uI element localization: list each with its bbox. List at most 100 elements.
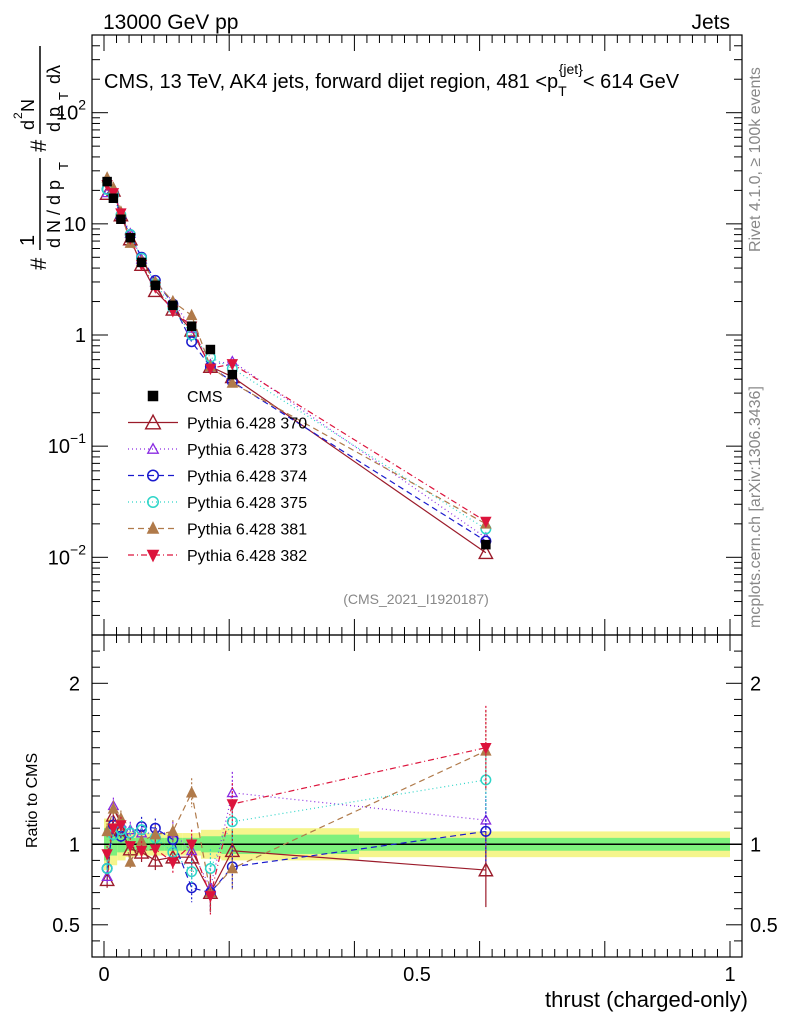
main-point-cms [108, 193, 119, 203]
main-point-pythia-6-428-370 [478, 544, 494, 560]
main-point-cms [125, 232, 136, 243]
x-tick-label: 1 [724, 964, 735, 986]
ratio-point-pythia-6-428-381 [167, 824, 179, 837]
legend-marker-cms [147, 390, 159, 402]
ratio-point-pythia-6-428-381 [185, 786, 198, 798]
y-label-hash2: # [26, 139, 51, 152]
x-tick-label: 0.5 [403, 964, 431, 986]
ratio-point-pythia-6-428-382 [135, 845, 148, 858]
ratio-point-pythia-6-428-382 [115, 820, 127, 832]
analysis-id: (CMS_2021_I1920187) [343, 591, 489, 607]
main-point-cms [205, 344, 216, 355]
ratio-point-pythia-6-428-375 [186, 866, 198, 878]
y-label-one: 1 [17, 235, 39, 246]
ratio-point-pythia-6-428-382 [101, 849, 113, 861]
main-point-pythia-6-428-382 [226, 359, 239, 371]
ratio-point-pythia-6-428-370 [147, 852, 164, 867]
legend-marker-pythia-6-428-373 [146, 442, 160, 454]
y-label-den2: d p [44, 107, 64, 132]
ratio-point-pythia-6-428-382 [480, 742, 492, 755]
y-axis-label: # 1 d N / d p T # d N 2 d p T dλ [11, 46, 71, 270]
ratio-series-lines [106, 747, 487, 898]
main-y-tick-label: 10 [64, 214, 86, 236]
main-point-cms [186, 321, 197, 331]
plot-title-sub: T [558, 83, 567, 99]
main-point-pythia-6-428-374 [186, 336, 198, 348]
main-point-cms [102, 176, 112, 187]
legend-label-pythia-6-428-375: Pythia 6.428 375 [187, 495, 307, 512]
legend-label-pythia-6-428-382: Pythia 6.428 382 [187, 548, 307, 565]
plot-title-sup: {jet} [559, 61, 583, 77]
main-y-tick-label: 10−2 [48, 541, 86, 569]
y-label-den-sub: T [56, 162, 71, 170]
ratio-point-pythia-6-428-370 [478, 861, 494, 877]
y-label-num-n: N [18, 99, 38, 112]
y-label-num-d: d [18, 120, 38, 130]
ratio-point-pythia-6-428-370 [99, 871, 115, 887]
main-point-cms [150, 280, 161, 291]
x-tick-label: 0 [98, 964, 109, 986]
ratio-point-pythia-6-428-375 [204, 862, 216, 874]
legend-marker-pythia-6-428-374 [147, 469, 159, 482]
legend-label-pythia-6-428-374: Pythia 6.428 374 [187, 469, 307, 486]
main-y-tick-label: 102 [56, 97, 86, 125]
ratio-line-pythia-6-428-373 [106, 792, 486, 890]
ratio-point-pythia-6-428-375 [101, 862, 113, 874]
legend-label-pythia-6-428-381: Pythia 6.428 381 [187, 522, 307, 539]
main-y-tick-label: 10−1 [48, 430, 86, 458]
y-label-dlambda: dλ [44, 65, 64, 84]
ratio-point-pythia-6-428-381 [107, 802, 120, 814]
main-panel-frame [91, 34, 743, 636]
y-label-den2-sub: T [56, 92, 71, 100]
legend-label-cms: CMS [187, 389, 223, 406]
ratio-point-pythia-6-428-373 [101, 870, 113, 881]
header-jets: Jets [691, 11, 730, 34]
ratio-point-pythia-6-428-382 [149, 844, 162, 856]
plot-title-main: CMS, 13 TeV, AK4 jets, forward dijet reg… [104, 71, 558, 93]
main-point-cms [116, 214, 126, 224]
ratio-axis-label: Ratio to CMS [24, 753, 41, 848]
ratio-point-pythia-6-428-382 [107, 823, 120, 835]
ratio-y-tick-label-right: 0.5 [750, 915, 778, 937]
main-series-markers [99, 171, 494, 560]
main-point-pythia-6-428-382 [480, 516, 492, 529]
main-y-tick-label: 1 [75, 325, 86, 347]
legend-marker-pythia-6-428-381 [146, 521, 160, 534]
main-line-pythia-6-428-374 [106, 188, 487, 542]
legend-marker-pythia-6-428-375 [147, 496, 159, 508]
plot-title: CMS, 13 TeV, AK4 jets, forward dijet reg… [104, 61, 680, 99]
ratio-y-tick-label: 1 [69, 834, 80, 856]
main-point-pythia-6-428-381 [185, 308, 198, 321]
ratio-point-pythia-6-428-381 [135, 834, 148, 846]
ratio-point-pythia-6-428-382 [226, 799, 239, 811]
ratio-point-pythia-6-428-374 [480, 825, 492, 837]
main-point-cms [227, 369, 238, 380]
main-point-cms [136, 257, 147, 268]
main-point-pythia-6-428-382 [115, 208, 127, 220]
rivet-version-text: Rivet 4.1.0, ≥ 100k events [747, 67, 764, 252]
header-energy: 13000 GeV pp [103, 11, 238, 34]
legend-marker-pythia-6-428-382 [146, 549, 160, 563]
main-point-cms [168, 300, 178, 311]
legend: CMS Pythia 6.428 370 Pythia 6.428 373 Pythi… [128, 389, 307, 565]
y-label-den: d N / d p [44, 180, 64, 248]
ratio-y-tick-label: 0.5 [52, 915, 80, 937]
ratio-point-pythia-6-428-375 [167, 846, 179, 858]
ratio-point-pythia-6-428-375 [124, 827, 136, 839]
plot-title-tail: < 614 GeV [583, 71, 680, 93]
legend-label-pythia-6-428-370: Pythia 6.428 370 [187, 416, 307, 433]
ratio-point-pythia-6-428-381 [101, 824, 113, 837]
axis-ticks: 10−2 10−1 1 10 102 0 0.5 1 0.5 0.5 1 1 2 2 [48, 34, 778, 986]
main-point-pythia-6-428-370 [147, 282, 164, 298]
ratio-line-pythia-6-428-382 [106, 747, 486, 898]
mcplots-credit-text: mcplots.cern.ch [arXiv:1306.3436] [747, 386, 764, 628]
ratio-y-tick-label-right: 2 [750, 673, 761, 695]
x-axis-label: thrust (charged-only) [545, 987, 748, 1012]
y-label-hash1: # [26, 257, 51, 270]
ratio-y-tick-label-right: 1 [750, 834, 761, 856]
ratio-point-pythia-6-428-382 [185, 839, 198, 851]
ratio-point-pythia-6-428-381 [226, 861, 239, 874]
ratio-point-pythia-6-428-382 [204, 891, 217, 903]
y-label-num-exp: 2 [11, 112, 25, 119]
ratio-series-markers [99, 705, 494, 916]
